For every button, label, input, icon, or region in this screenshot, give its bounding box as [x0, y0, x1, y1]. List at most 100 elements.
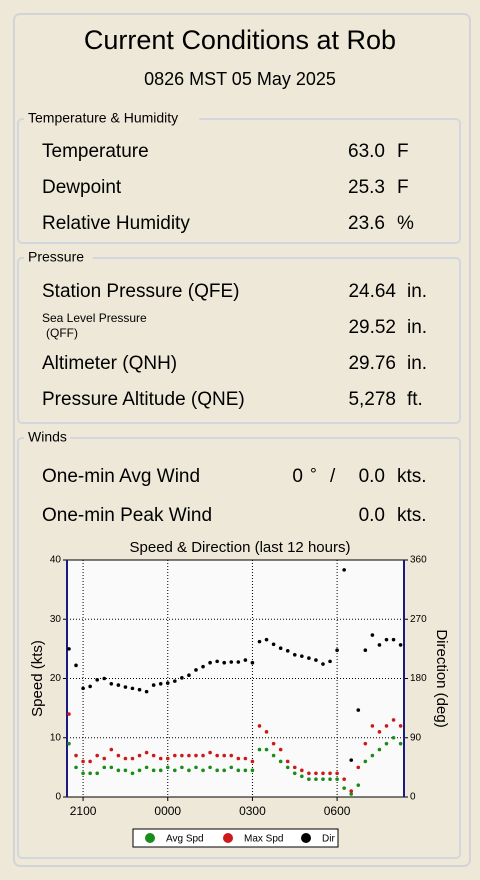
data-point — [67, 741, 71, 746]
data-point — [356, 783, 361, 787]
data-point — [116, 753, 121, 758]
data-point — [292, 653, 297, 657]
data-point — [165, 681, 170, 685]
data-point — [102, 756, 107, 761]
data-point — [342, 568, 346, 572]
data-point — [67, 647, 71, 651]
data-point — [377, 747, 382, 752]
section-box — [17, 437, 461, 859]
y2-tick-label: 360 — [410, 555, 427, 566]
data-point — [173, 768, 177, 773]
y2-tick-label: 270 — [410, 614, 427, 625]
x-tick-label: 2100 — [70, 804, 97, 818]
y-axis-label: Speed (kts) — [29, 640, 46, 717]
data-point — [391, 735, 396, 740]
data-point — [257, 639, 262, 644]
y-tick-label: 30 — [50, 614, 62, 625]
data-point — [278, 747, 283, 752]
data-point — [215, 659, 219, 664]
row-label: Station Pressure (QFE) — [42, 281, 239, 302]
data-point — [109, 765, 114, 770]
row-value: 24.64 — [348, 281, 396, 302]
section-title: Winds — [28, 429, 67, 445]
y-tick-label: 0 — [55, 792, 61, 803]
data-point — [74, 765, 78, 770]
y-tick-label: 20 — [50, 673, 62, 684]
data-point — [377, 643, 382, 647]
data-point — [187, 673, 191, 678]
data-point — [95, 678, 100, 682]
data-point — [151, 768, 156, 773]
data-point — [215, 768, 219, 773]
row-unit: % — [397, 213, 414, 234]
data-point — [384, 724, 389, 728]
data-point — [222, 660, 227, 665]
data-point — [229, 753, 234, 758]
x-tick-label: 0300 — [239, 804, 266, 818]
data-point — [208, 750, 212, 755]
data-point — [144, 765, 149, 770]
data-point — [370, 633, 375, 637]
data-point — [222, 768, 227, 773]
row-label: Dewpoint — [42, 177, 122, 198]
section-label-bg — [24, 110, 200, 128]
legend-marker — [145, 833, 155, 843]
data-point — [109, 747, 114, 752]
data-point — [356, 765, 361, 770]
data-point — [250, 759, 255, 764]
data-point — [335, 648, 339, 652]
data-point — [257, 747, 262, 752]
data-point — [67, 712, 71, 716]
row-value: 29.52 — [348, 317, 396, 338]
data-point — [88, 771, 92, 776]
y-tick-label: 40 — [50, 555, 62, 566]
data-point — [215, 753, 219, 758]
y2-tick-label: 0 — [410, 792, 416, 803]
data-point — [264, 747, 269, 752]
data-point — [187, 768, 191, 773]
y2-tick-label: 90 — [410, 732, 422, 743]
data-point — [130, 756, 135, 761]
data-point — [391, 718, 396, 722]
data-point — [349, 789, 354, 793]
data-point — [95, 753, 100, 758]
data-point — [264, 730, 269, 734]
data-point — [180, 765, 184, 770]
data-point — [391, 637, 396, 642]
section-label-bg — [24, 429, 70, 447]
data-point — [144, 750, 149, 755]
data-point — [116, 683, 121, 687]
data-point — [300, 774, 304, 779]
data-point — [95, 771, 100, 776]
section-title: Pressure — [28, 249, 84, 265]
data-point — [123, 756, 128, 761]
row-label: One-min Peak Wind — [42, 505, 212, 526]
data-point — [314, 658, 318, 662]
data-point — [300, 768, 304, 773]
row-unit: F — [397, 141, 409, 162]
data-point — [137, 753, 142, 758]
data-point — [307, 771, 311, 776]
data-point — [285, 649, 290, 653]
data-point — [356, 708, 361, 712]
data-point — [398, 724, 403, 728]
data-point — [74, 753, 78, 758]
legend-label: Dir — [322, 834, 335, 845]
row-value: 5,278 — [348, 389, 396, 410]
data-point — [292, 771, 297, 776]
data-point — [363, 648, 368, 652]
row-value: 25.3 — [348, 177, 385, 198]
data-point — [307, 777, 311, 782]
row-value: 23.6 — [348, 213, 385, 234]
data-point — [321, 662, 325, 666]
data-point — [229, 765, 234, 770]
data-point — [307, 656, 311, 660]
row-label: Pressure Altitude (QNE) — [42, 389, 245, 410]
data-point — [398, 741, 403, 746]
data-point — [173, 679, 177, 683]
data-point — [250, 768, 255, 773]
data-point — [349, 758, 354, 762]
data-point — [342, 777, 346, 782]
y2-axis-label: Direction (deg) — [433, 629, 450, 727]
